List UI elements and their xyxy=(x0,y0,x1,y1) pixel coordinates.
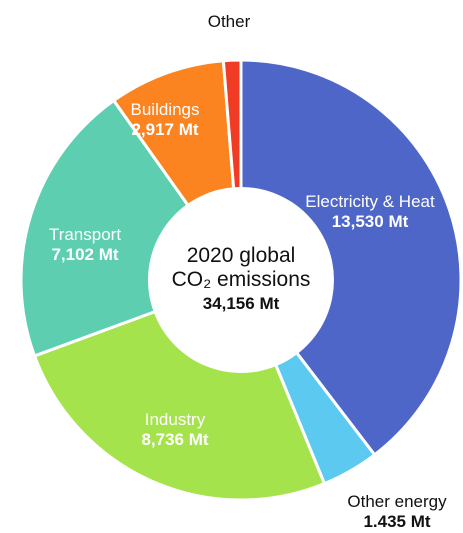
category-name: Electricity & Heat xyxy=(305,192,435,211)
slice-label: Other xyxy=(179,0,279,52)
center-text: 2020 global xyxy=(186,244,296,267)
slice-label-box: Other energy 1.435 Mt xyxy=(327,482,463,533)
category-name: Transport xyxy=(48,225,122,244)
center-text: CO₂ emissions xyxy=(171,268,311,291)
value-label: 1.435 Mt xyxy=(363,512,431,531)
category-name: Other xyxy=(207,12,251,31)
center-total: 34,156 Mt xyxy=(202,294,280,313)
value-label: 13,530 Mt xyxy=(331,212,409,231)
slice-label-box: Buildings 2,917 Mt xyxy=(105,90,225,150)
donut-slice xyxy=(239,58,463,457)
donut-hole xyxy=(148,187,334,373)
category-name: Buildings xyxy=(130,100,200,119)
value-label: 8,736 Mt xyxy=(141,430,209,449)
category-name: Other energy xyxy=(347,492,447,511)
slice-label-box: Transport 7,102 Mt xyxy=(25,215,145,275)
slice-label-box: Electricity & Heat 13,530 Mt xyxy=(295,182,445,242)
category-name: Industry xyxy=(144,410,206,429)
value-label: 7,102 Mt xyxy=(51,245,119,264)
slice-label-box: Industry 8,736 Mt xyxy=(105,400,245,460)
slice-label-box: Other xyxy=(179,0,279,52)
value-label: 2,917 Mt xyxy=(131,120,199,139)
center-box: 2020 global CO₂ emissions 34,156 Mt xyxy=(151,235,331,325)
